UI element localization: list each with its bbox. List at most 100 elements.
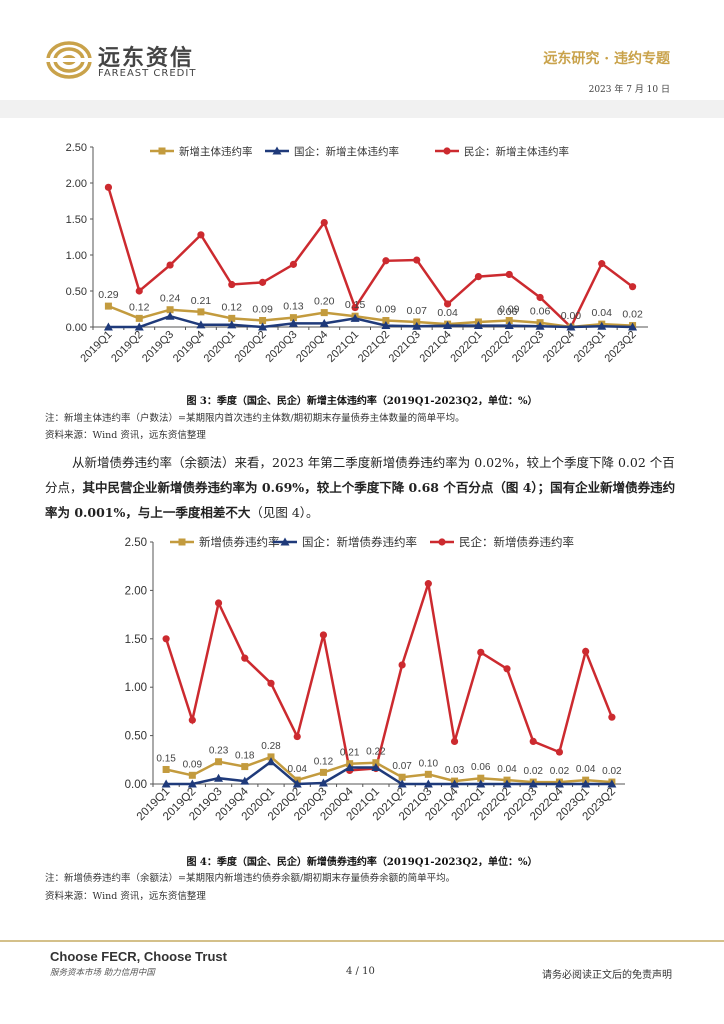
x-tick-label: 2022Q3 [510,329,546,365]
data-point [227,320,237,329]
data-point [502,779,512,788]
legend-label: 民企：新增债券违约率 [459,535,574,549]
data-label: 0.02 [523,766,543,777]
data-point [228,314,236,322]
series-line [108,314,633,329]
y-tick-label: 0.00 [66,322,87,334]
data-label: 0.10 [419,758,439,769]
data-point [214,773,224,782]
data-point [267,753,275,761]
data-label: 0.21 [191,295,212,307]
data-point [350,313,360,322]
y-tick-label: 1.00 [125,682,147,694]
data-label: 0.22 [366,747,386,758]
series-line [107,186,634,330]
x-tick-label: 2023Q2 [603,329,639,365]
chart-4-caption: 图 4：季度（国企、民企）新增债券违约率（2019Q1-2023Q2，单位：%） [186,857,538,868]
chart-3: 新增主体违约率 国企：新增主体违约率 民企：新增主体违约率 0.00 0.50 1.00 1… [66,142,648,365]
data-label: 0.02 [550,766,570,777]
data-point [382,317,390,325]
data-point [536,293,544,302]
data-point [258,322,268,331]
data-label: 0.09 [499,304,520,316]
data-point [161,779,171,788]
data-point [582,647,590,655]
y-tick-label: 1.50 [125,634,147,646]
data-point [288,318,298,327]
x-tick-label: 2019Q2 [109,329,145,365]
data-point [135,287,143,295]
data-point [505,317,513,325]
data-point [241,763,249,771]
data-point [528,779,538,788]
data-label: 0.15 [345,299,366,311]
data-label: 0.02 [602,766,622,777]
data-point [267,679,275,687]
data-point [505,270,513,279]
data-point [187,779,197,788]
paragraph-bold: 其中民营企业新增债券违约率为 0.69%，较上个季度下降 0.68 个百分点（图… [45,480,676,520]
series-line [107,304,633,329]
data-point [607,779,617,788]
data-point [628,322,638,331]
data-point [581,779,591,788]
series-line [164,583,614,772]
data-label: 0.09 [252,304,273,316]
x-tick-label: 2019Q3 [140,329,176,365]
data-point [397,779,407,788]
data-point [381,321,391,330]
data-label: 0.03 [445,765,465,776]
x-tick-label: 2021Q3 [387,329,423,365]
data-point [289,314,297,322]
data-label: 0.04 [497,764,517,775]
data-point [450,779,460,788]
data-point [196,320,206,329]
data-point [135,314,143,322]
data-point [382,257,390,265]
data-point [214,599,223,607]
footer-slogan-en: Choose FECR, Choose Trust [50,949,227,964]
page-number: 4 / 10 [346,966,375,977]
data-point [319,631,328,639]
data-point [443,321,453,330]
x-tick-label: 2021Q2 [356,329,392,365]
data-point [398,661,406,669]
data-label: 0.02 [622,309,643,321]
data-point [320,219,328,227]
data-label: 0.04 [437,307,458,319]
y-tick-label: 0.50 [66,286,87,298]
data-label: 0.06 [530,306,551,318]
data-point [443,300,452,308]
legend-label: 国企：新增债券违约率 [302,535,417,549]
data-point [398,773,406,781]
data-point [188,771,196,779]
logo-text-en: FAREAST CREDIT [98,68,197,79]
data-label: 0.18 [235,751,255,762]
data-point [166,306,174,314]
legend-label: 新增主体违约率 [179,145,253,158]
data-point [372,759,380,767]
legend-marker [438,538,446,546]
data-label: 0.28 [261,741,281,752]
data-label: 0.12 [314,756,334,767]
series-line [166,760,612,786]
data-point [351,303,359,312]
data-point [424,580,432,588]
data-point [292,779,302,788]
data-point [474,273,483,281]
data-label: 0.21 [340,748,360,759]
data-point [412,321,422,330]
data-label: 0.07 [407,305,428,317]
company-logo [46,40,92,80]
data-point [554,779,564,788]
legend-marker [158,147,166,155]
data-point [319,768,327,776]
x-tick-label: 2019Q1 [78,329,114,365]
logo-text-cn: 远东资信 [98,46,195,71]
legend-marker [178,538,186,546]
data-labels: 0.15 0.09 0.23 0.18 0.28 0.04 0.12 0.21 0.22 0.07… [156,741,622,777]
series-2 [162,580,616,775]
series-1 [103,311,638,331]
data-label: 0.20 [314,296,335,308]
x-tick-label: 2020Q2 [233,329,269,365]
